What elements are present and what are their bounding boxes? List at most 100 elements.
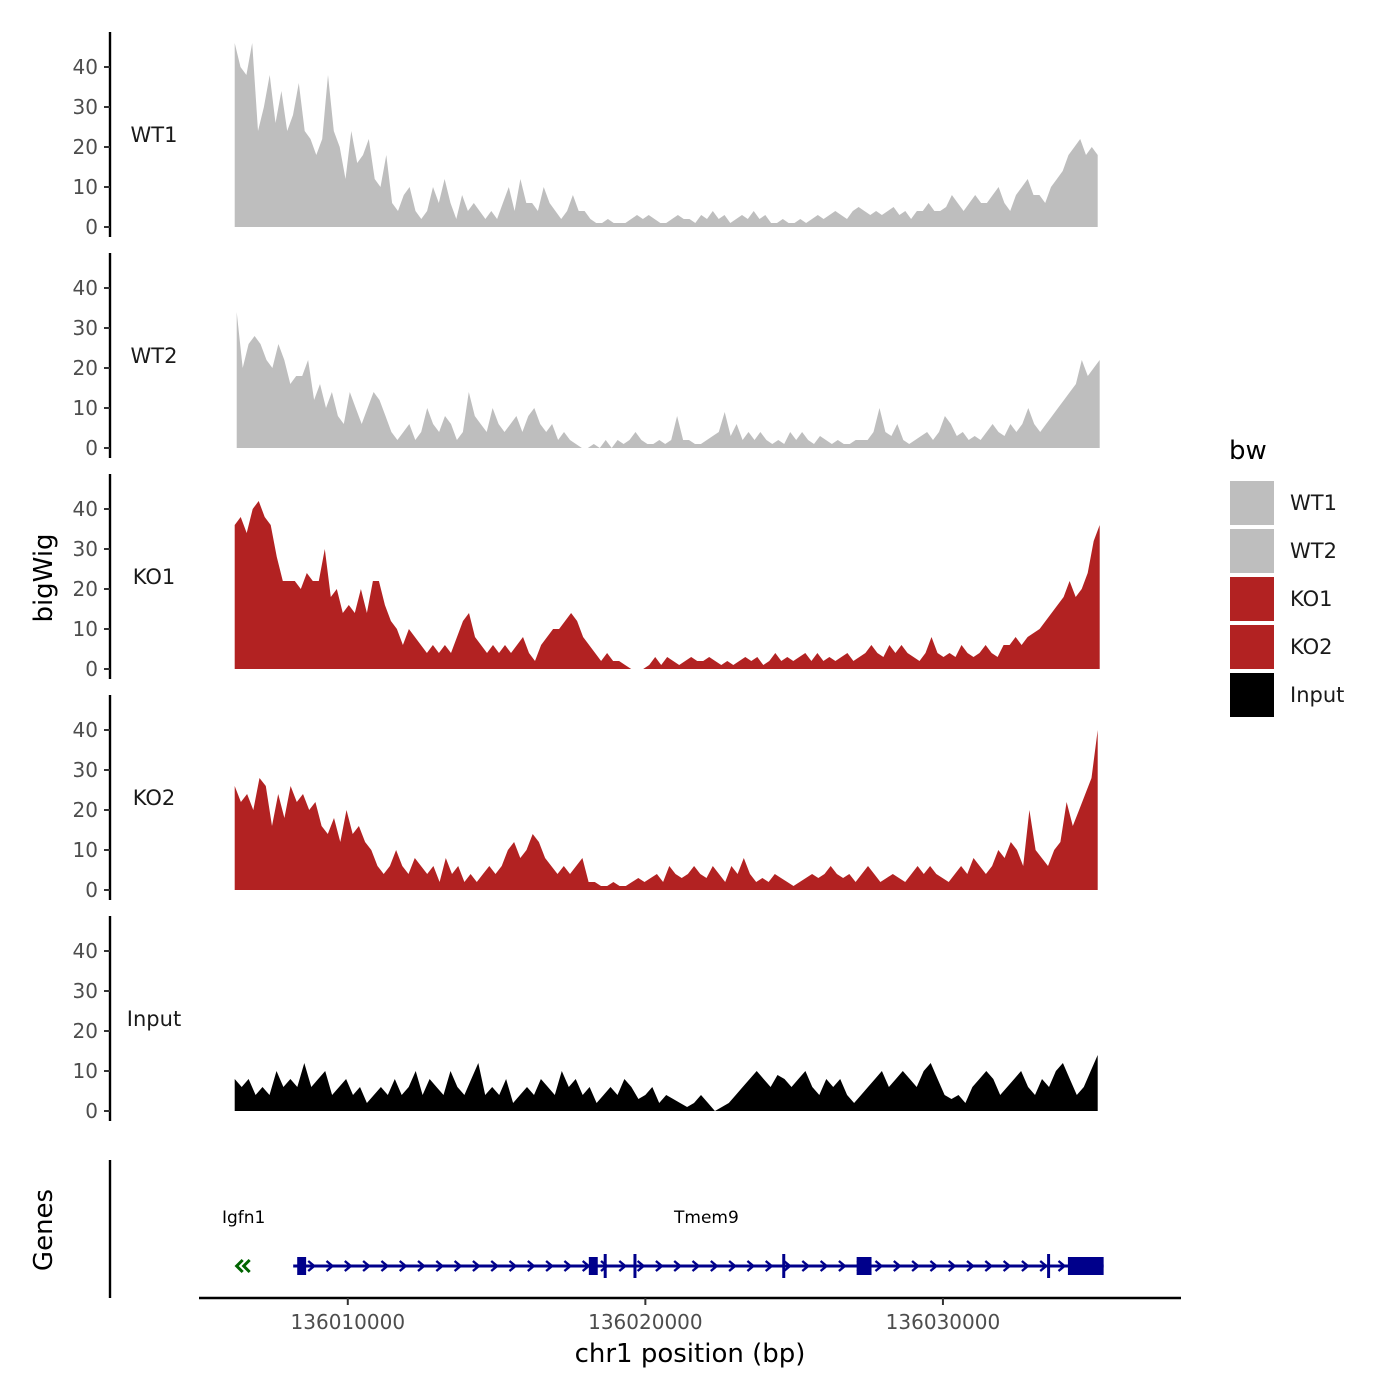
strand-arrow — [691, 1260, 701, 1272]
strand-arrow — [673, 1260, 683, 1272]
gene-exon — [603, 1254, 607, 1278]
legend-swatch-input — [1228, 671, 1276, 719]
strand-arrow — [380, 1260, 390, 1272]
gene-igfn1: Igfn1 — [222, 1208, 265, 1274]
gene-exon — [1067, 1257, 1104, 1275]
y-tick-label: 0 — [85, 436, 98, 460]
strand-arrow — [1057, 1260, 1067, 1272]
strand-arrow — [581, 1260, 591, 1272]
strand-arrow — [838, 1260, 847, 1272]
y-axis-title: bigWig — [29, 533, 59, 622]
track-wt2: 0 10 20 30 40 WT2 — [73, 253, 1100, 460]
y-tick-label: 10 — [73, 617, 98, 641]
strand-arrow — [325, 1260, 335, 1272]
strand-arrow — [563, 1260, 573, 1272]
strand-arrow — [819, 1260, 829, 1272]
track-label: Input — [127, 1007, 181, 1031]
legend: bw WT1 WT2 KO1 KO2 Input — [1228, 436, 1344, 719]
coverage-area-wt2 — [236, 312, 1100, 448]
gene-exon — [782, 1254, 786, 1278]
strand-arrow — [508, 1260, 518, 1272]
strand-arrow — [600, 1260, 609, 1272]
legend-swatch-wt2 — [1228, 527, 1276, 575]
strand-arrow — [1039, 1260, 1049, 1272]
legend-title: bw — [1229, 436, 1267, 466]
track-ko1: 0 10 20 30 40 KO1 — [73, 474, 1100, 681]
y-tick-label: 10 — [73, 1059, 98, 1083]
coverage-area-ko1 — [234, 501, 1100, 669]
strand-arrow — [783, 1260, 792, 1272]
track-wt1: 0 10 20 30 40 WT1 — [73, 32, 1098, 239]
gene-label: Tmem9 — [673, 1208, 739, 1228]
strand-arrow — [764, 1260, 774, 1272]
coverage-area-wt1 — [234, 43, 1098, 227]
strand-arrow — [874, 1260, 884, 1272]
y-tick-label: 20 — [73, 1019, 98, 1043]
strand-arrow — [801, 1260, 811, 1272]
x-axis: 136010000 136020000 136030000 — [199, 1296, 1181, 1334]
strand-arrow — [911, 1260, 920, 1272]
strand-arrow — [417, 1260, 426, 1272]
y-tick-label: 20 — [73, 798, 98, 822]
y-tick-label: 10 — [73, 838, 98, 862]
strand-arrow — [655, 1260, 664, 1272]
strand-arrow — [1021, 1260, 1030, 1272]
genes-axis-title: Genes — [29, 1189, 59, 1271]
track-input: 0 10 20 30 40 Input — [73, 916, 1098, 1123]
y-tick-label: 0 — [85, 215, 98, 239]
legend-swatch-wt1 — [1228, 479, 1276, 527]
y-tick-label: 0 — [85, 1099, 98, 1123]
strand-arrow — [234, 1258, 244, 1274]
strand-arrow — [728, 1260, 737, 1272]
y-tick-label: 10 — [73, 396, 98, 420]
legend-label-wt1: WT1 — [1290, 491, 1337, 515]
strand-arrow — [1002, 1260, 1012, 1272]
gene-tmem9: Tmem9 — [293, 1208, 1104, 1278]
y-tick-label: 20 — [73, 577, 98, 601]
y-tick-label: 40 — [73, 497, 98, 521]
y-tick-label: 0 — [85, 657, 98, 681]
strand-arrow — [490, 1260, 500, 1272]
legend-label-ko2: KO2 — [1290, 635, 1333, 659]
y-tick-label: 40 — [73, 718, 98, 742]
track-label: KO1 — [133, 565, 176, 589]
coverage-tracks: 0 10 20 30 40 WT1 0 10 20 30 40 WT2 0 10 20 30 40 KO1 0 10 2… — [73, 32, 1100, 1123]
coverage-area-input — [234, 1055, 1098, 1111]
y-tick-label: 30 — [73, 316, 98, 340]
strand-arrow — [527, 1260, 536, 1272]
gene-exon — [588, 1257, 598, 1275]
y-tick-label: 20 — [73, 135, 98, 159]
legend-label-input: Input — [1290, 683, 1344, 707]
strand-arrow — [929, 1260, 939, 1272]
gene-track-panel: Igfn1 Tmem9 — [108, 1160, 1104, 1298]
strand-arrow — [435, 1260, 445, 1272]
strand-arrow — [746, 1260, 756, 1272]
y-tick-label: 30 — [73, 537, 98, 561]
legend-label-ko1: KO1 — [1290, 587, 1333, 611]
strand-arrow — [545, 1260, 554, 1272]
y-tick-label: 40 — [73, 939, 98, 963]
strand-arrow — [947, 1260, 957, 1272]
y-tick-label: 30 — [73, 758, 98, 782]
strand-arrow — [344, 1260, 353, 1272]
x-axis-title: chr1 position (bp) — [575, 1339, 806, 1369]
track-label: KO2 — [133, 786, 176, 810]
strand-arrow — [398, 1260, 408, 1272]
y-tick-label: 0 — [85, 878, 98, 902]
legend-label-wt2: WT2 — [1290, 539, 1337, 563]
strand-arrow — [710, 1260, 719, 1272]
track-label: WT2 — [131, 344, 178, 368]
gene-exon — [297, 1257, 307, 1275]
coverage-area-ko2 — [234, 730, 1098, 890]
legend-swatch-ko1 — [1228, 575, 1276, 623]
x-tick-label: 136020000 — [588, 1310, 703, 1334]
strand-arrow — [241, 1258, 251, 1274]
y-tick-label: 20 — [73, 356, 98, 380]
y-tick-label: 40 — [73, 276, 98, 300]
strand-arrow — [636, 1260, 646, 1272]
strand-arrow — [893, 1260, 902, 1272]
legend-swatch-ko2 — [1228, 623, 1276, 671]
strand-arrow — [453, 1260, 463, 1272]
gene-exon — [1047, 1254, 1051, 1278]
